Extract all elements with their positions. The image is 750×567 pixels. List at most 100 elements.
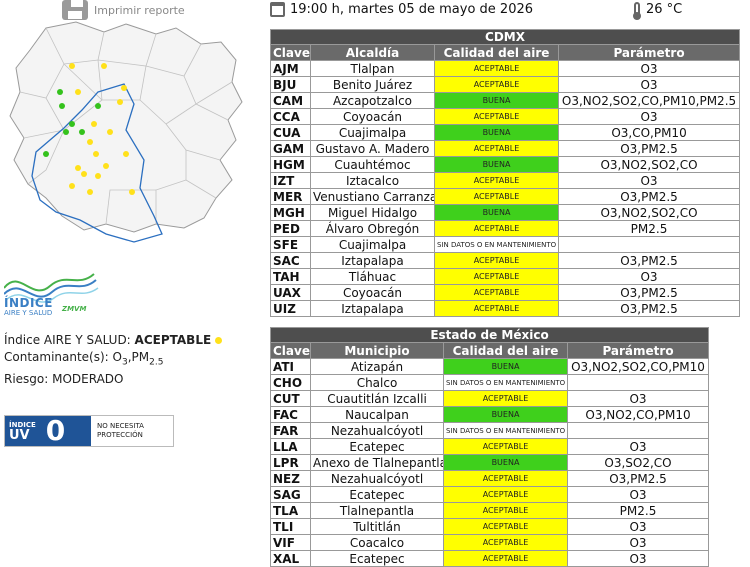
station-parameters: O3,NO2,CO,PM10 <box>566 406 710 423</box>
table-row: FAC Naucalpan BUENA O3,NO2,CO,PM10 <box>270 406 710 423</box>
risk-label: Riesgo: <box>4 372 53 387</box>
col-header-municipio: Municipio <box>310 342 444 359</box>
table-row: XAL Ecatepec ACEPTABLE O3 <box>270 550 710 567</box>
table-row: TLA Tlalnepantla ACEPTABLE PM2.5 <box>270 502 710 519</box>
station-parameters: O3,PM2.5 <box>557 140 741 157</box>
table-row: PED Álvaro Obregón ACEPTABLE PM2.5 <box>270 220 741 237</box>
station-location: Tlalnepantla <box>310 502 444 519</box>
station-location: Coacalco <box>310 534 444 551</box>
station-code: UAX <box>270 284 311 301</box>
air-quality-status: ACEPTABLE <box>434 140 559 157</box>
table-row: VIF Coacalco ACEPTABLE O3 <box>270 534 710 551</box>
station-parameters: O3,PM2.5 <box>557 300 741 317</box>
station-location: Tultitlán <box>310 518 444 535</box>
air-quality-status: ACEPTABLE <box>443 550 568 567</box>
col-header-parametro: Parámetro <box>566 342 710 359</box>
air-quality-status: ACEPTABLE <box>443 534 568 551</box>
uv-message-line2: PROTECCIÓN <box>97 431 143 439</box>
table-row: CCA Coyoacán ACEPTABLE O3 <box>270 108 741 125</box>
station-parameters: O3 <box>557 60 741 77</box>
uv-label: ÍNDICE UV <box>9 421 36 442</box>
table-row: UIZ Iztapalapa ACEPTABLE O3,PM2.5 <box>270 300 741 317</box>
station-parameters: O3,SO2,CO <box>566 454 710 471</box>
station-parameters: O3,CO,PM10 <box>557 124 741 141</box>
air-quality-status: BUENA <box>434 204 559 221</box>
col-header-parametro: Parámetro <box>557 44 741 61</box>
station-code: VIF <box>270 534 311 551</box>
station-location: Cuajimalpa <box>310 236 435 253</box>
station-location: Ecatepec <box>310 550 444 567</box>
station-code: BJU <box>270 76 311 93</box>
station-parameters: O3,PM2.5 <box>557 252 741 269</box>
air-quality-status: ACEPTABLE <box>443 502 568 519</box>
station-code: CHO <box>270 374 311 391</box>
air-quality-status: ACEPTABLE <box>434 188 559 205</box>
station-location: Iztapalapa <box>310 252 435 269</box>
station-code: FAC <box>270 406 311 423</box>
col-header-calidad: Calidad del aire <box>434 44 559 61</box>
table-row: IZT Iztacalco ACEPTABLE O3 <box>270 172 741 189</box>
station-location: Cuauhtémoc <box>310 156 435 173</box>
station-parameters <box>566 422 710 439</box>
station-location: Nezahualcóyotl <box>310 470 444 487</box>
station-code: TLI <box>270 518 311 535</box>
air-quality-status: ACEPTABLE <box>443 470 568 487</box>
station-parameters: PM2.5 <box>557 220 741 237</box>
col-header-clave: Clave <box>270 44 311 61</box>
print-report-button[interactable]: Imprimir reporte <box>62 0 185 20</box>
station-code: HGM <box>270 156 311 173</box>
station-code: LLA <box>270 438 311 455</box>
stations-map[interactable] <box>6 20 246 260</box>
station-location: Naucalpan <box>310 406 444 423</box>
table-row: SAG Ecatepec ACEPTABLE O3 <box>270 486 710 503</box>
table-row: CAM Azcapotzalco BUENA O3,NO2,SO2,CO,PM10,P… <box>270 92 741 109</box>
station-location: Miguel Hidalgo <box>310 204 435 221</box>
table-row: HGM Cuauhtémoc BUENA O3,NO2,SO2,CO <box>270 156 741 173</box>
station-parameters: O3 <box>557 76 741 93</box>
table-row: SAC Iztapalapa ACEPTABLE O3,PM2.5 <box>270 252 741 269</box>
table-row: UAX Coyoacán ACEPTABLE O3,PM2.5 <box>270 284 741 301</box>
station-parameters: O3 <box>566 486 710 503</box>
status-dot-icon <box>215 337 223 344</box>
pollutant-o-sub: 3 <box>122 357 128 368</box>
uv-index-value: 0 <box>45 414 66 447</box>
station-code: ATI <box>270 358 311 375</box>
printer-icon <box>62 0 88 20</box>
uv-message: NO NECESITA PROTECCIÓN <box>91 416 173 446</box>
edomex-stations-table: Estado de México Clave Municipio Calidad… <box>269 327 710 567</box>
station-parameters: O3,NO2,SO2,CO <box>557 156 741 173</box>
pollutant-pm: ,PM <box>127 350 150 364</box>
station-markers[interactable] <box>43 63 135 195</box>
station-code: CAM <box>270 92 311 109</box>
table-row: TAH Tláhuac ACEPTABLE O3 <box>270 268 741 285</box>
station-location: Cuajimalpa <box>310 124 435 141</box>
air-quality-status: BUENA <box>434 92 559 109</box>
station-code: SAG <box>270 486 311 503</box>
station-location: Tláhuac <box>310 268 435 285</box>
col-header-alcaldia: Alcaldía <box>310 44 435 61</box>
station-code: UIZ <box>270 300 311 317</box>
station-parameters: O3 <box>557 268 741 285</box>
air-quality-status: BUENA <box>434 124 559 141</box>
table-row: FAR Nezahualcóyotl SIN DATOS O EN MANTENIM… <box>270 422 710 439</box>
uv-small-label: ÍNDICE <box>9 420 36 429</box>
temperature: 26 °C <box>633 2 682 20</box>
air-quality-status: ACEPTABLE <box>434 172 559 189</box>
air-quality-status: ACEPTABLE <box>434 300 559 317</box>
station-parameters: O3 <box>557 108 741 125</box>
station-parameters: O3 <box>566 438 710 455</box>
index-value: ACEPTABLE <box>134 333 212 347</box>
logo-title: ÍNDICE <box>4 296 53 310</box>
table-row: ATI Atizapán BUENA O3,NO2,SO2,CO,PM10 <box>270 358 710 375</box>
station-code: FAR <box>270 422 311 439</box>
air-quality-status: SIN DATOS O EN MANTENIMIENTO <box>434 236 559 253</box>
station-parameters: O3,NO2,SO2,CO,PM10 <box>566 358 710 375</box>
air-quality-summary: Índice AIRE Y SALUD: ACEPTABLE Contamina… <box>4 332 223 388</box>
station-location: Álvaro Obregón <box>310 220 435 237</box>
index-line: Índice AIRE Y SALUD: ACEPTABLE <box>4 332 223 349</box>
station-parameters: O3 <box>566 390 710 407</box>
report-datetime: 19:00 h, martes 05 de mayo de 2026 <box>270 2 533 17</box>
calendar-icon <box>270 2 285 17</box>
uv-big-label: UV <box>9 427 30 443</box>
air-quality-status: SIN DATOS O EN MANTENIMIENTO <box>443 374 568 391</box>
